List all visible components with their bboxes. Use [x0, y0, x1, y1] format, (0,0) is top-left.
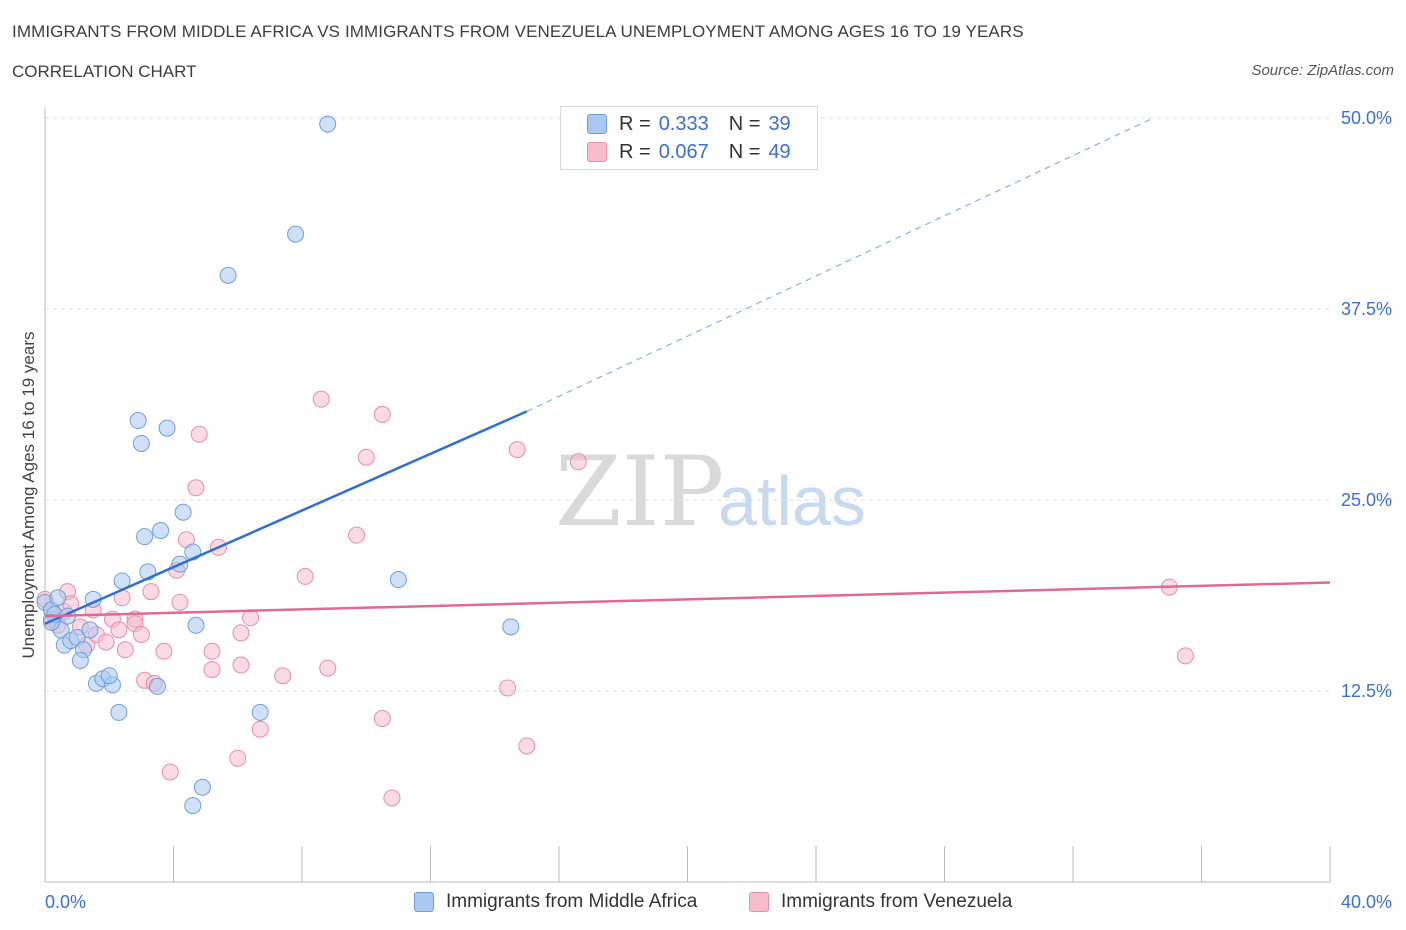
middle-africa-point — [148, 677, 166, 695]
axes — [44, 108, 1331, 883]
venezuela-point — [373, 405, 391, 423]
venezuela-point — [274, 667, 292, 685]
source-label: Source: ZipAtlas.com — [1251, 62, 1394, 79]
legend-n-value-blue: 39 — [768, 112, 791, 135]
legend-r-label: R = — [619, 140, 651, 163]
venezuela-point — [232, 656, 250, 674]
middle-africa-points — [36, 115, 520, 815]
legend-r-value-blue: 0.333 — [658, 112, 709, 135]
venezuela-point — [499, 679, 517, 697]
legend-row-venezuela: R = 0.067 N = 49 — [561, 139, 791, 165]
venezuela-point — [203, 661, 221, 679]
venezuela-point — [203, 642, 221, 660]
venezuela-points — [36, 390, 1194, 807]
correlation-legend: R = 0.333 N = 39 R = 0.067 N = 49 — [560, 106, 818, 170]
x-tick-label-max: 40.0% — [1341, 892, 1392, 912]
venezuela-point — [171, 593, 189, 611]
middle-africa-point — [110, 703, 128, 721]
y-tick-label: 37.5% — [1341, 299, 1392, 319]
watermark-atlas: atlas — [718, 462, 866, 540]
middle-africa-point — [502, 618, 520, 636]
x-tick-label-min: 0.0% — [45, 892, 86, 912]
middle-africa-point — [71, 651, 89, 669]
chart-subtitle: CORRELATION CHART — [12, 62, 197, 81]
venezuela-point — [319, 659, 337, 677]
y-tick-label: 12.5% — [1341, 681, 1392, 701]
middle-africa-point — [129, 412, 147, 430]
venezuela-point — [357, 448, 375, 466]
middle-africa-point — [251, 703, 269, 721]
middle-africa-point — [152, 522, 170, 540]
venezuela-point — [312, 390, 330, 408]
tick-labels: 12.5% 25.0% 37.5% 50.0% 0.0% 40.0% — [45, 108, 1392, 912]
legend-n-label: N = — [728, 112, 761, 135]
y-axis-label: Unemployment Among Ages 16 to 19 years — [19, 332, 38, 659]
venezuela-trend-line — [44, 581, 1331, 618]
venezuela-point — [251, 720, 269, 738]
middle-africa-trend-line — [44, 410, 528, 625]
venezuela-point — [373, 710, 391, 728]
venezuela-point — [155, 642, 173, 660]
bottom-legend-venezuela: Immigrants from Venezuela — [749, 888, 1012, 916]
venezuela-point — [110, 621, 128, 639]
middle-africa-point — [174, 503, 192, 521]
y-tick-label: 25.0% — [1341, 490, 1392, 510]
middle-africa-point — [389, 570, 407, 588]
legend-swatch-blue — [587, 114, 607, 134]
legend-r-label: R = — [619, 112, 651, 135]
legend-row-middle-africa: R = 0.333 N = 39 — [561, 111, 791, 137]
venezuela-point — [187, 479, 205, 497]
venezuela-point — [518, 737, 536, 755]
venezuela-point — [508, 441, 526, 459]
middle-africa-point — [132, 434, 150, 452]
middle-africa-trend-extension — [526, 117, 1154, 412]
watermark-zip: ZIP — [555, 436, 724, 548]
bottom-legend-label-pink: Immigrants from Venezuela — [781, 891, 1013, 912]
venezuela-point — [116, 641, 134, 659]
middle-africa-point — [100, 667, 118, 685]
venezuela-point — [142, 583, 160, 601]
legend-r-value-pink: 0.067 — [658, 140, 709, 163]
middle-africa-point — [158, 419, 176, 437]
venezuela-point — [1176, 647, 1194, 665]
bottom-legend-swatch-pink — [749, 892, 769, 912]
venezuela-point — [383, 789, 401, 807]
middle-africa-point — [187, 616, 205, 634]
venezuela-point — [161, 763, 179, 781]
y-tick-label: 50.0% — [1341, 108, 1392, 128]
bottom-legend-middle-africa: Immigrants from Middle Africa — [414, 888, 697, 916]
venezuela-point — [296, 567, 314, 585]
venezuela-point — [132, 625, 150, 643]
middle-africa-point — [136, 528, 154, 546]
legend-swatch-pink — [587, 142, 607, 162]
legend-n-value-pink: 49 — [768, 140, 791, 163]
gridlines — [45, 117, 1330, 692]
venezuela-point — [97, 633, 115, 651]
middle-africa-point — [193, 778, 211, 796]
middle-africa-point — [219, 266, 237, 284]
chart-title: IMMIGRANTS FROM MIDDLE AFRICA VS IMMIGRA… — [12, 22, 1024, 41]
venezuela-point — [232, 624, 250, 642]
venezuela-point — [348, 526, 366, 544]
bottom-legend-label-blue: Immigrants from Middle Africa — [446, 891, 698, 912]
legend-n-label: N = — [728, 140, 761, 163]
trend-lines — [44, 117, 1331, 625]
venezuela-point — [569, 453, 587, 471]
middle-africa-point — [287, 225, 305, 243]
middle-africa-point — [81, 621, 99, 639]
venezuela-point — [229, 749, 247, 767]
venezuela-point — [190, 425, 208, 443]
watermark: ZIP atlas — [555, 436, 866, 548]
middle-africa-point — [319, 115, 337, 133]
middle-africa-point — [49, 589, 67, 607]
middle-africa-point — [184, 797, 202, 815]
bottom-legend-swatch-blue — [414, 892, 434, 912]
